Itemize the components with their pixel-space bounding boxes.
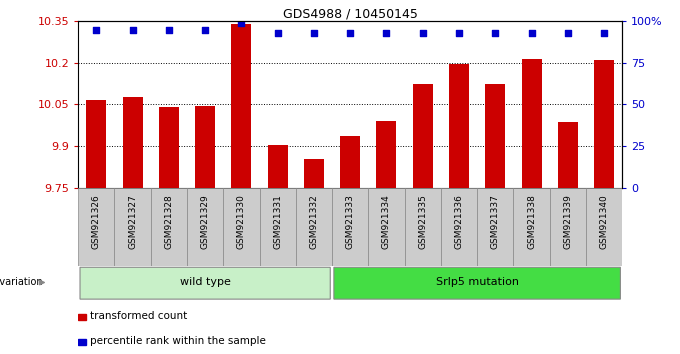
Text: transformed count: transformed count <box>90 311 187 321</box>
Title: GDS4988 / 10450145: GDS4988 / 10450145 <box>283 7 418 20</box>
Bar <box>477 188 513 266</box>
Bar <box>594 60 614 188</box>
Bar <box>78 188 114 266</box>
Point <box>381 30 392 36</box>
Text: GSM921327: GSM921327 <box>128 194 137 249</box>
Text: wild type: wild type <box>180 278 231 287</box>
Point <box>454 30 464 36</box>
Point <box>91 27 102 33</box>
Text: GSM921331: GSM921331 <box>273 194 282 249</box>
Bar <box>377 121 396 188</box>
Point <box>345 30 356 36</box>
Bar <box>486 84 505 188</box>
Point <box>562 30 573 36</box>
Bar <box>522 59 541 188</box>
Text: genotype/variation: genotype/variation <box>0 278 43 287</box>
Bar <box>304 159 324 188</box>
Bar <box>369 188 405 266</box>
Bar <box>86 100 106 188</box>
Point <box>200 27 211 33</box>
FancyBboxPatch shape <box>334 267 620 299</box>
Text: GSM921335: GSM921335 <box>418 194 427 249</box>
Text: GSM921326: GSM921326 <box>92 194 101 249</box>
Bar <box>296 188 332 266</box>
Bar <box>78 314 86 320</box>
Text: percentile rank within the sample: percentile rank within the sample <box>90 336 265 346</box>
Text: GSM921328: GSM921328 <box>165 194 173 249</box>
Bar <box>151 188 187 266</box>
Text: GSM921330: GSM921330 <box>237 194 246 249</box>
Bar <box>332 188 369 266</box>
Bar <box>449 64 469 188</box>
FancyBboxPatch shape <box>80 267 330 299</box>
Text: GSM921337: GSM921337 <box>491 194 500 249</box>
Bar <box>340 136 360 188</box>
Point <box>127 27 138 33</box>
Point <box>309 30 320 36</box>
Text: GSM921332: GSM921332 <box>309 194 318 249</box>
Text: GSM921338: GSM921338 <box>527 194 536 249</box>
Point <box>418 30 428 36</box>
Text: GSM921339: GSM921339 <box>563 194 573 249</box>
Text: GSM921340: GSM921340 <box>600 194 609 249</box>
Bar <box>114 188 151 266</box>
Point <box>526 30 537 36</box>
Bar <box>268 145 288 188</box>
Bar <box>159 107 179 188</box>
Bar <box>260 188 296 266</box>
Text: GSM921334: GSM921334 <box>382 194 391 249</box>
Bar <box>413 84 432 188</box>
Text: GSM921329: GSM921329 <box>201 194 209 249</box>
Bar <box>405 188 441 266</box>
Point <box>163 27 174 33</box>
Bar <box>78 338 86 344</box>
Point <box>598 30 609 36</box>
Bar <box>441 188 477 266</box>
Text: GSM921333: GSM921333 <box>345 194 355 249</box>
Bar <box>223 188 260 266</box>
Bar <box>187 188 223 266</box>
Bar <box>195 106 215 188</box>
Bar <box>558 122 578 188</box>
Bar <box>586 188 622 266</box>
Bar <box>549 188 586 266</box>
Bar <box>513 188 549 266</box>
Text: Srlp5 mutation: Srlp5 mutation <box>436 278 519 287</box>
Bar <box>122 97 143 188</box>
Point <box>272 30 283 36</box>
Point <box>236 20 247 26</box>
Bar <box>231 24 252 188</box>
Text: GSM921336: GSM921336 <box>454 194 464 249</box>
Point <box>490 30 500 36</box>
